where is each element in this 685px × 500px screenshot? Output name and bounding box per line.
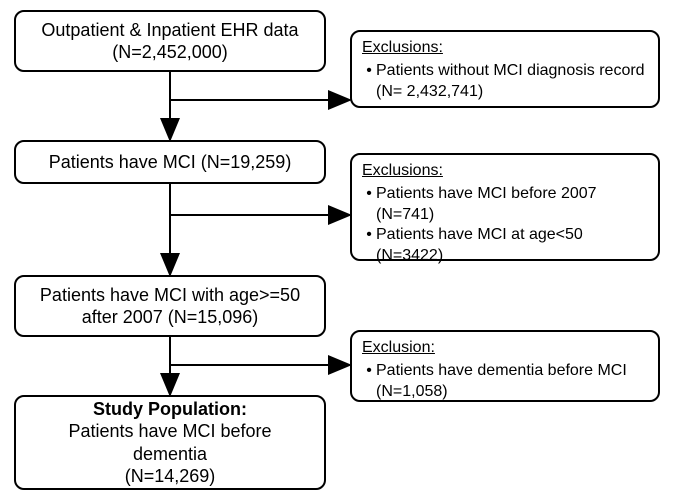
node-text-line: Patients have MCI with age>=50 xyxy=(40,284,300,307)
exclusion-item: • Patients have MCI before 2007 (N=741) xyxy=(362,184,648,226)
node-text-line: Outpatient & Inpatient EHR data xyxy=(41,19,298,42)
exclusion-item: • Patients have MCI at age<50 (N=3422) xyxy=(362,225,648,267)
exclusion-item: • Patients without MCI diagnosis record … xyxy=(362,61,648,103)
exclusion-box-2: Exclusions: • Patients have MCI before 2… xyxy=(350,153,660,261)
flow-node-mci-age-filter: Patients have MCI with age>=50 after 200… xyxy=(14,275,326,337)
exclusion-title: Exclusions: xyxy=(362,161,648,182)
exclusion-text: Patients have dementia before MCI (N=1,0… xyxy=(376,361,648,403)
bullet-icon: • xyxy=(362,361,376,382)
flow-node-ehr-data: Outpatient & Inpatient EHR data (N=2,452… xyxy=(14,10,326,72)
node-text-line: (N=2,452,000) xyxy=(112,41,228,64)
flow-node-study-population: Study Population: Patients have MCI befo… xyxy=(14,395,326,490)
node-text-line: Patients have MCI before xyxy=(68,420,271,443)
exclusion-title: Exclusions: xyxy=(362,38,648,59)
flow-node-have-mci: Patients have MCI (N=19,259) xyxy=(14,140,326,184)
exclusion-text: Patients have MCI at age<50 (N=3422) xyxy=(376,225,648,267)
node-text-line: Patients have MCI (N=19,259) xyxy=(49,151,292,174)
node-text-line: after 2007 (N=15,096) xyxy=(82,306,259,329)
exclusion-box-1: Exclusions: • Patients without MCI diagn… xyxy=(350,30,660,108)
exclusion-text: Patients without MCI diagnosis record (N… xyxy=(376,61,648,103)
exclusion-title: Exclusion: xyxy=(362,338,648,359)
node-title: Study Population: xyxy=(93,398,247,421)
bullet-icon: • xyxy=(362,184,376,205)
exclusion-box-3: Exclusion: • Patients have dementia befo… xyxy=(350,330,660,402)
node-text-line: (N=14,269) xyxy=(125,465,216,488)
exclusion-text: Patients have MCI before 2007 (N=741) xyxy=(376,184,648,226)
bullet-icon: • xyxy=(362,225,376,246)
bullet-icon: • xyxy=(362,61,376,82)
node-text-line: dementia xyxy=(133,443,207,466)
exclusion-item: • Patients have dementia before MCI (N=1… xyxy=(362,361,648,403)
